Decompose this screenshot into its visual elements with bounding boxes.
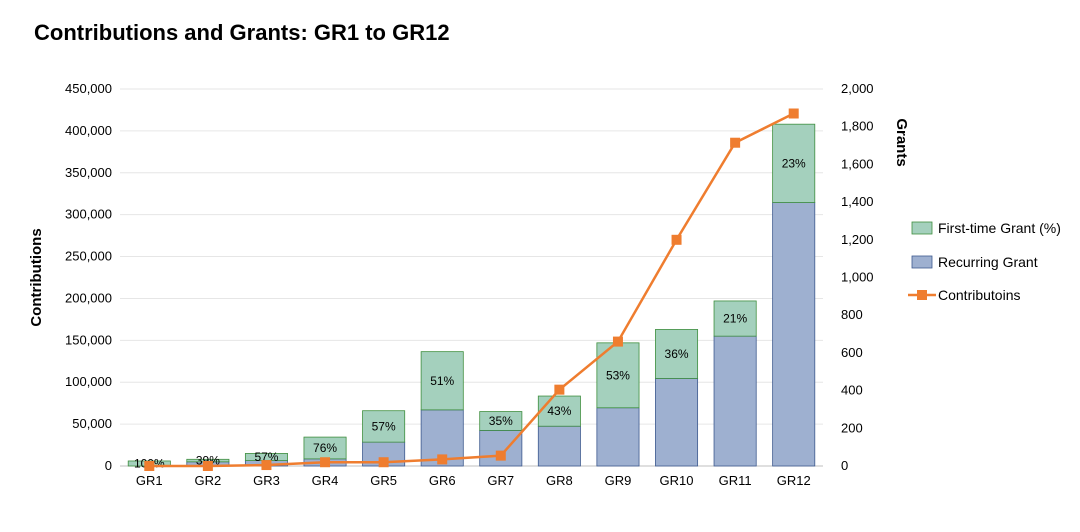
contributions-marker [788, 108, 799, 119]
legend-label: Contributoins [938, 287, 1021, 303]
data-label: 57% [254, 450, 278, 464]
y-tick-label: 250,000 [65, 249, 112, 264]
contributions-marker [202, 461, 213, 471]
x-tick-label: GR6 [429, 473, 456, 488]
legend-label: First-time Grant (%) [938, 220, 1061, 236]
x-tick-label: GR4 [312, 473, 339, 488]
bar-recurring-grant [772, 202, 816, 467]
y2-tick-label: 600 [841, 345, 863, 360]
x-tick-label: GR11 [719, 473, 752, 488]
x-tick-label: GR9 [605, 473, 632, 488]
y-tick-label: 150,000 [65, 332, 112, 347]
bar-recurring-grant [537, 425, 581, 467]
data-label: 35% [489, 414, 513, 428]
data-label: 57% [372, 419, 396, 433]
y-tick-label: 300,000 [65, 207, 112, 222]
y-tick-label: 450,000 [65, 81, 112, 96]
data-label: 53% [606, 368, 630, 382]
bar-first-time-grant [362, 410, 406, 443]
bar-recurring-grant [596, 407, 640, 467]
data-label: 76% [313, 441, 337, 455]
x-tick-label: GR5 [370, 473, 397, 488]
contributions-marker [378, 457, 389, 468]
bar-first-time-grant [420, 351, 464, 411]
contributions-marker [144, 461, 155, 471]
y2-tick-label: 800 [841, 307, 863, 322]
y-tick-label: 400,000 [65, 123, 112, 138]
legend-swatch-recurring [911, 255, 933, 269]
y-tick-label: 100,000 [65, 374, 112, 389]
bar-first-time-grant [479, 411, 523, 431]
contributions-marker [730, 137, 741, 148]
y2-tick-label: 1,800 [841, 119, 874, 134]
data-label: 39% [196, 454, 220, 468]
y-tick-label: 50,000 [72, 416, 112, 431]
legend-swatch-first-time [911, 221, 933, 235]
x-tick-label: GR1 [136, 473, 163, 488]
y2-tick-label: 1,000 [841, 270, 874, 285]
y2-tick-label: 1,400 [841, 194, 874, 209]
y2-tick-label: 1,200 [841, 232, 874, 247]
contributions-marker [495, 450, 506, 461]
x-tick-label: GR8 [546, 473, 573, 488]
y-tick-label: 0 [105, 458, 112, 473]
contributions-marker [612, 336, 623, 347]
x-tick-label: GR7 [487, 473, 514, 488]
y-tick-label: 200,000 [65, 290, 112, 305]
data-label: 36% [665, 347, 689, 361]
legend-marker-contributions [917, 290, 927, 300]
y2-axis-title: Grants [893, 118, 910, 166]
bar-first-time-grant [772, 123, 816, 203]
bar-recurring-grant [655, 378, 699, 467]
contributions-line [149, 112, 795, 468]
data-label: 23% [782, 156, 806, 170]
y-axis-title: Contributions [28, 228, 45, 326]
x-tick-label: GR10 [660, 473, 694, 488]
chart-title: Contributions and Grants: GR1 to GR12 [34, 20, 450, 45]
y-tick-label: 350,000 [65, 165, 112, 180]
bar-recurring-grant [479, 429, 523, 467]
data-label: 21% [723, 312, 747, 326]
y2-tick-label: 400 [841, 383, 863, 398]
contributions-marker [671, 234, 682, 245]
contributions-marker [261, 460, 272, 471]
contributions-marker [554, 384, 565, 395]
data-label: 43% [547, 404, 571, 418]
bar-first-time-grant [537, 395, 581, 427]
bar-recurring-grant [713, 335, 757, 467]
x-tick-label: GR2 [195, 473, 222, 488]
data-label: 51% [430, 374, 454, 388]
bar-first-time-grant [655, 329, 699, 379]
contributions-marker [437, 454, 448, 465]
y2-tick-label: 2,000 [841, 81, 874, 96]
legend-label: Recurring Grant [938, 254, 1038, 270]
x-tick-label: GR12 [777, 473, 811, 488]
x-tick-label: GR3 [253, 473, 280, 488]
contributions-marker [320, 457, 331, 468]
bar-first-time-grant [713, 300, 757, 337]
y2-tick-label: 1,600 [841, 156, 874, 171]
y2-tick-label: 200 [841, 420, 863, 435]
y2-tick-label: 0 [841, 458, 848, 473]
